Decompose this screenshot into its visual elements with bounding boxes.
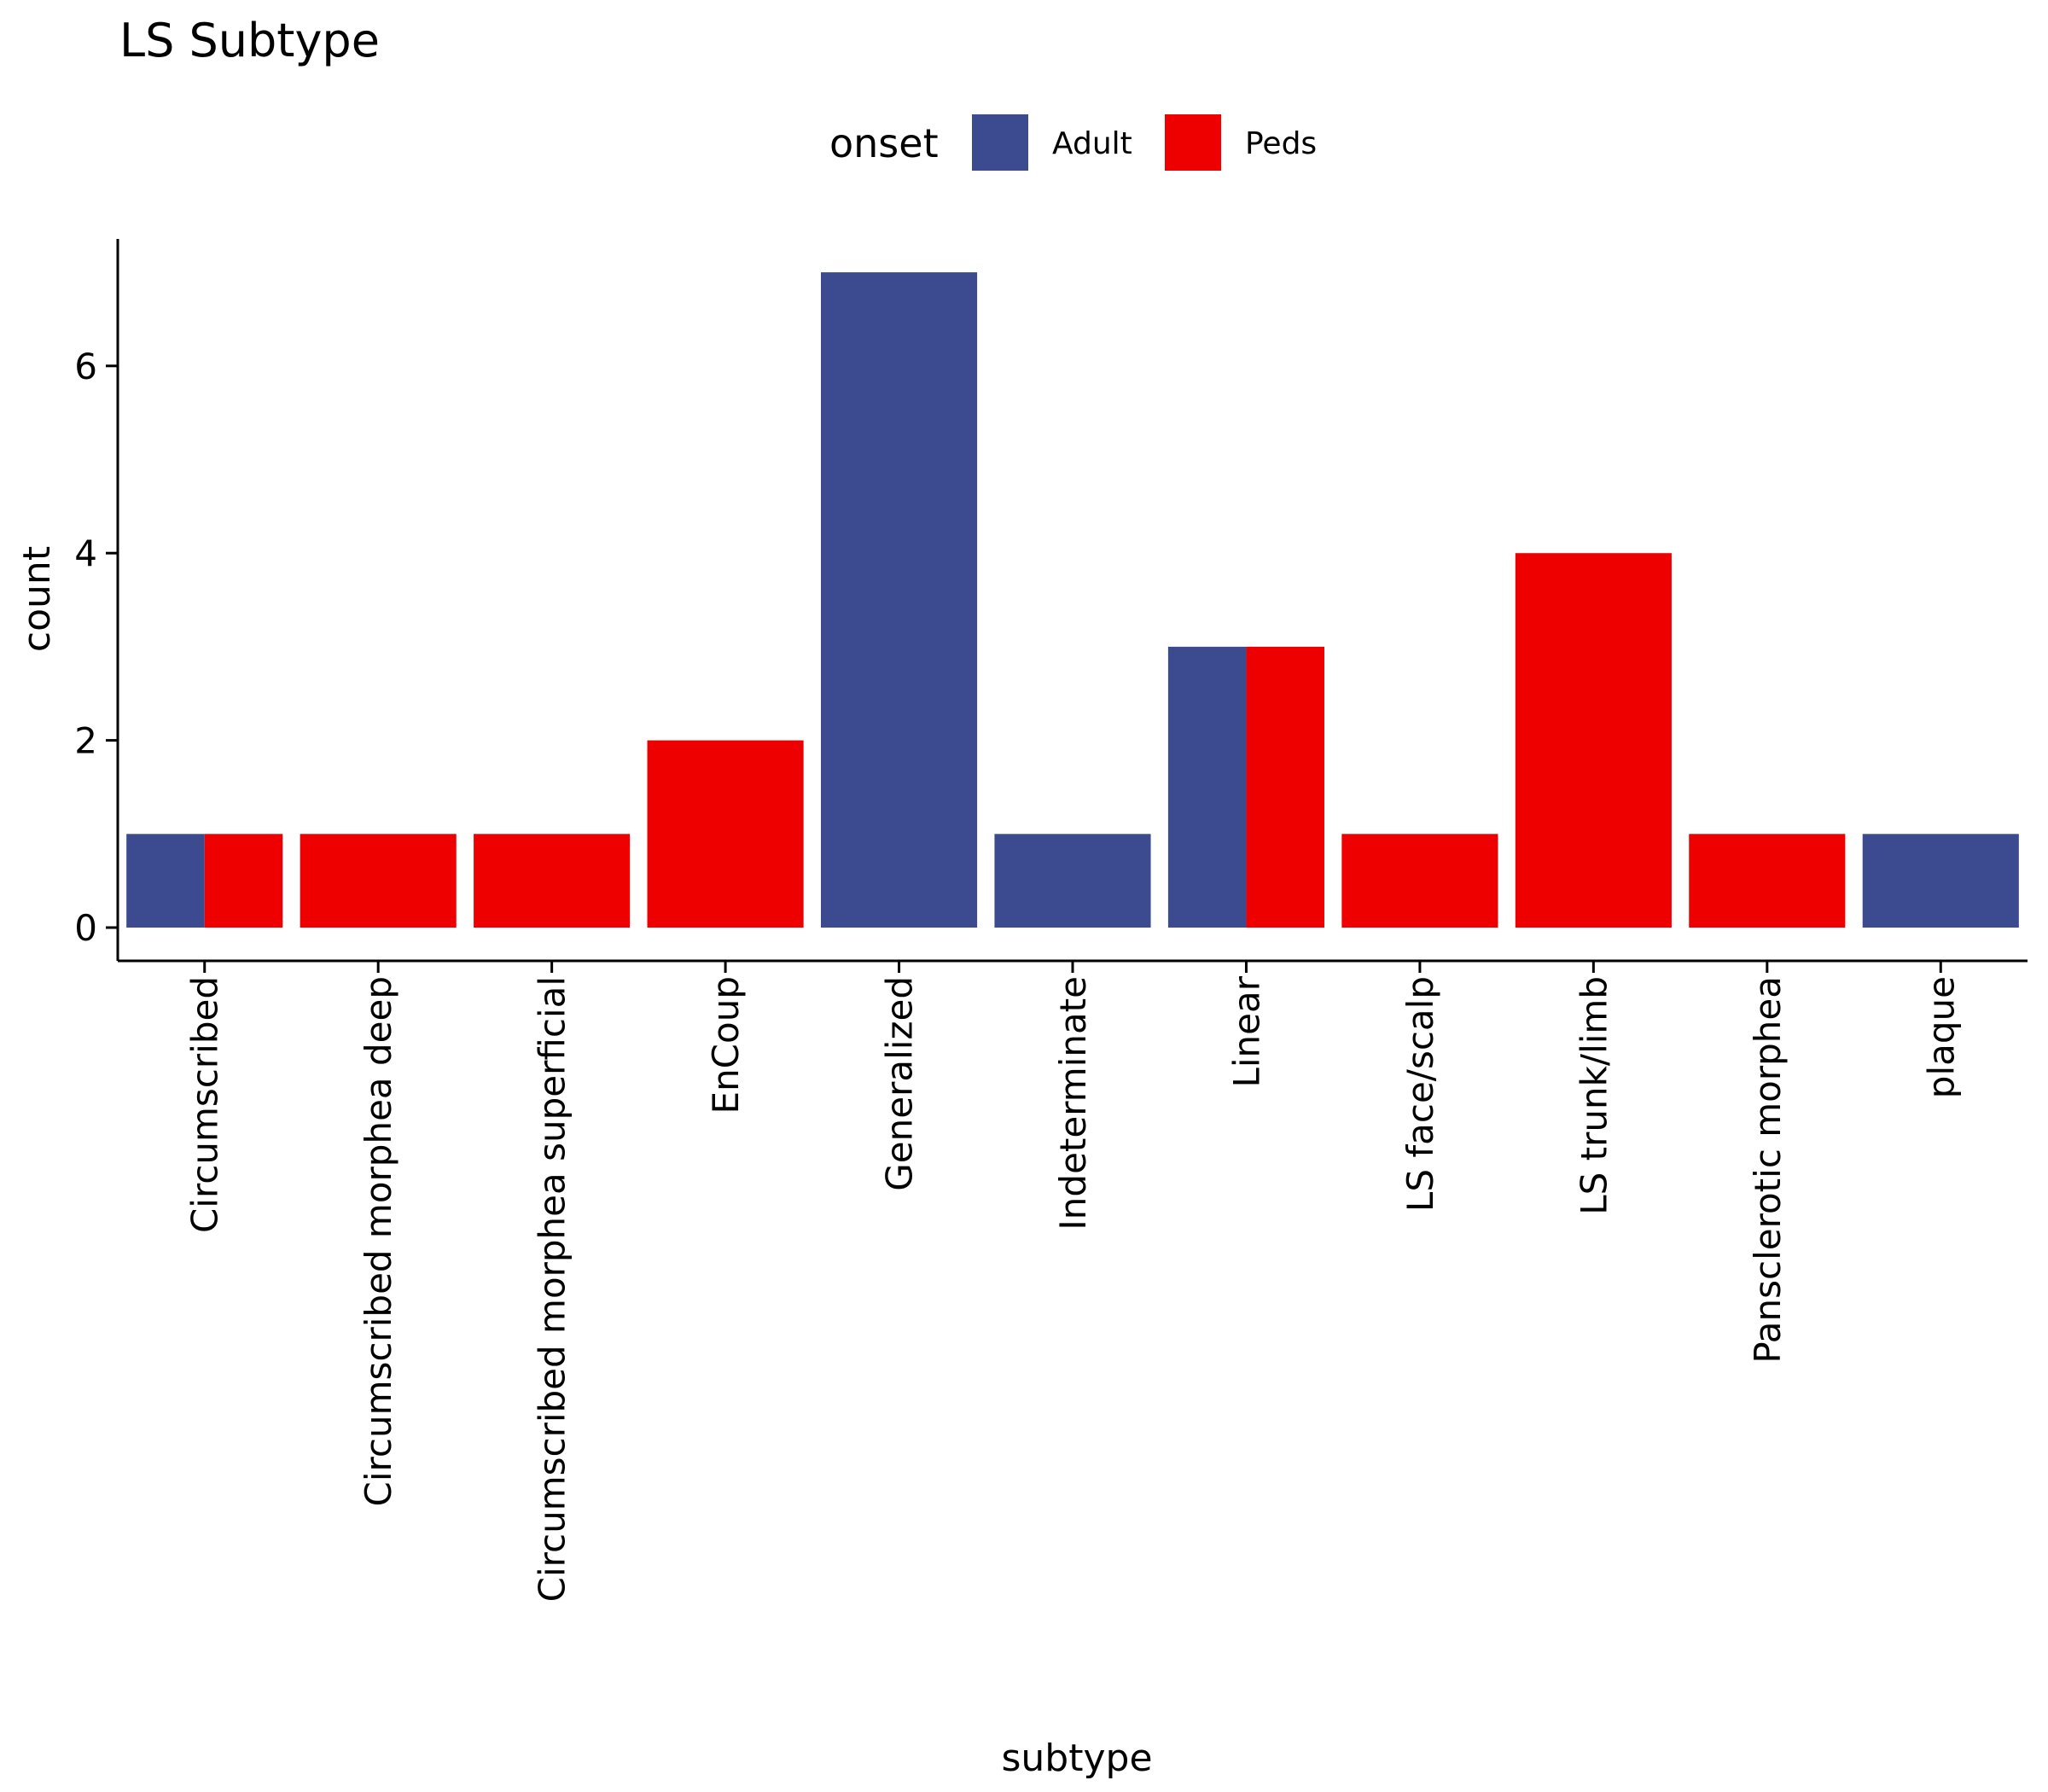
bar-peds bbox=[1246, 646, 1325, 928]
chart-title: LS Subtype bbox=[119, 14, 380, 67]
x-tick-label: LS face/scalp bbox=[1399, 976, 1441, 1212]
legend-label-adult: Adult bbox=[1052, 126, 1132, 161]
bar-peds bbox=[1689, 834, 1846, 928]
legend-label-peds: Peds bbox=[1245, 126, 1317, 161]
bars bbox=[126, 272, 2019, 928]
x-tick-label: Circumscribed morphea deep bbox=[358, 976, 399, 1506]
bar-adult bbox=[820, 272, 978, 928]
plot-area: 0 2 4 6 Circumscribed Circumscribed morphea … bbox=[74, 239, 2028, 1602]
x-tick-label: Indeterminate bbox=[1052, 976, 1094, 1231]
y-axis-title: count bbox=[15, 546, 59, 652]
bar-peds bbox=[647, 740, 804, 928]
legend-swatch-adult bbox=[972, 114, 1028, 171]
x-tick-label: EnCoup bbox=[705, 976, 747, 1114]
bar-peds bbox=[474, 834, 631, 928]
x-axis-ticks: Circumscribed Circumscribed morphea deep C… bbox=[184, 961, 1962, 1602]
bar-peds bbox=[1341, 834, 1498, 928]
bar-adult bbox=[1862, 834, 2019, 928]
x-tick-label: Circumscribed bbox=[184, 976, 226, 1233]
x-tick-label: LS trunk/limb bbox=[1573, 976, 1615, 1215]
y-tick-label: 2 bbox=[74, 720, 97, 762]
bar-peds bbox=[204, 834, 283, 928]
x-tick-label: plaque bbox=[1920, 976, 1962, 1098]
x-tick-label: Pansclerotic morphea bbox=[1747, 976, 1789, 1364]
bar-peds bbox=[1515, 553, 1672, 928]
legend-items: Adult Peds bbox=[972, 114, 1317, 171]
x-tick-label: Generalized bbox=[879, 976, 921, 1191]
y-tick-label: 6 bbox=[74, 346, 97, 387]
y-tick-label: 4 bbox=[74, 532, 97, 574]
legend: onset Adult Peds bbox=[829, 114, 1317, 171]
x-tick-label: Circumscribed morphea superficial bbox=[532, 976, 573, 1602]
legend-swatch-peds bbox=[1165, 114, 1221, 171]
x-tick-label: Linear bbox=[1225, 975, 1267, 1087]
bar-peds bbox=[300, 834, 457, 928]
y-tick-label: 0 bbox=[74, 907, 97, 949]
bar-adult bbox=[1167, 646, 1247, 928]
bar-adult bbox=[994, 834, 1151, 928]
y-axis-ticks: 0 2 4 6 bbox=[74, 346, 118, 949]
legend-title: onset bbox=[829, 120, 939, 166]
bar-adult bbox=[126, 834, 205, 928]
x-axis-title: subtype bbox=[1001, 1737, 1152, 1780]
